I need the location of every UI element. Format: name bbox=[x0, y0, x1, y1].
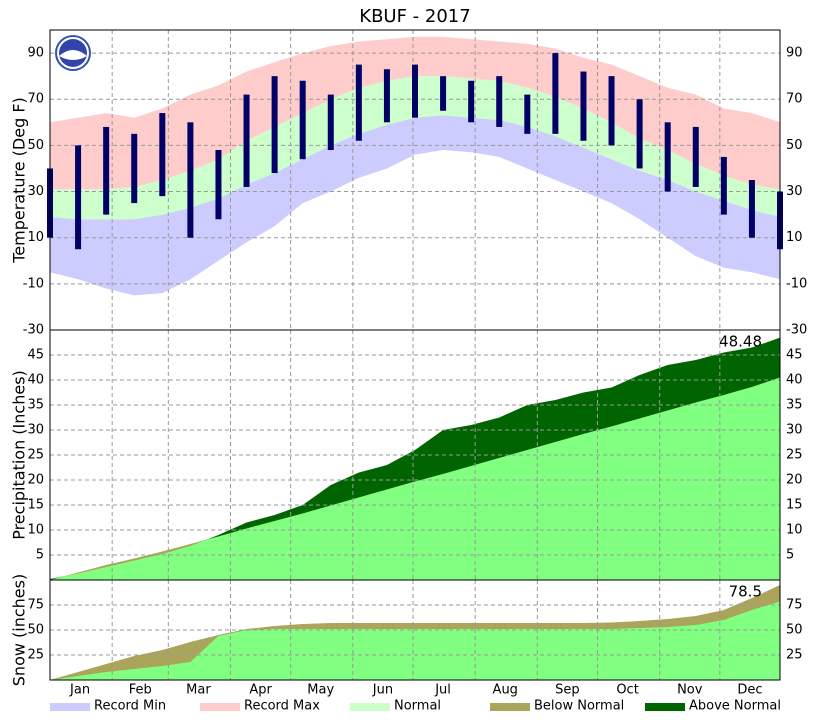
observed-range bbox=[440, 76, 447, 111]
legend-label: Record Max bbox=[244, 699, 320, 714]
x-tick-label: Sep bbox=[555, 683, 580, 698]
x-tick-label: Jun bbox=[372, 683, 393, 698]
observed-range bbox=[580, 71, 587, 141]
x-tick-label: Mar bbox=[186, 683, 211, 698]
y-tick-label: 50 bbox=[786, 623, 803, 638]
legend-swatch bbox=[645, 703, 685, 711]
y-tick-label: 45 bbox=[786, 348, 803, 363]
observed-range bbox=[159, 113, 166, 197]
y-tick-label: 10 bbox=[27, 230, 44, 245]
observed-range bbox=[215, 150, 222, 220]
y-tick-label: 40 bbox=[786, 373, 803, 388]
observed-range bbox=[552, 53, 559, 134]
y-tick-label: 90 bbox=[27, 46, 44, 61]
y-tick-label: 5 bbox=[786, 548, 794, 563]
frame bbox=[49, 29, 781, 681]
y-tick-label: -30 bbox=[23, 323, 44, 338]
observed-range bbox=[468, 80, 475, 123]
y-tick-label: 10 bbox=[27, 523, 44, 538]
x-tick-label: Aug bbox=[493, 683, 518, 698]
y-tick-label: 75 bbox=[786, 598, 803, 613]
y-tick-label: -10 bbox=[786, 276, 807, 291]
noaa-logo bbox=[55, 35, 91, 71]
y-tick-label: 30 bbox=[786, 184, 803, 199]
y-tick-label: 50 bbox=[27, 138, 44, 153]
y-tick-label: 20 bbox=[786, 473, 803, 488]
y-tick-label: 90 bbox=[786, 46, 803, 61]
observed-range bbox=[664, 122, 671, 192]
y-tick-label: -10 bbox=[23, 276, 44, 291]
y-tick-label: 25 bbox=[786, 448, 803, 463]
observed-range bbox=[243, 94, 250, 187]
x-tick-label: Jan bbox=[69, 683, 90, 698]
y-axis-title: Snow (inches) bbox=[10, 574, 29, 686]
y-tick-label: 50 bbox=[786, 138, 803, 153]
y-tick-label: 70 bbox=[786, 92, 803, 107]
y-tick-label: 75 bbox=[27, 598, 44, 613]
y-axis-title: Precipitation (Inches) bbox=[10, 370, 29, 540]
observed-range bbox=[524, 94, 531, 134]
y-tick-label: 35 bbox=[786, 398, 803, 413]
legend-label: Normal bbox=[394, 699, 441, 714]
observed-range bbox=[187, 122, 194, 238]
y-tick-label: 25 bbox=[27, 648, 44, 663]
y-tick-label: 50 bbox=[27, 623, 44, 638]
y-tick-label: 25 bbox=[27, 448, 44, 463]
x-tick-label: Jul bbox=[434, 683, 451, 698]
legend-label: Above Normal bbox=[689, 699, 781, 714]
legend-swatch bbox=[200, 703, 240, 711]
record-min-band bbox=[50, 115, 780, 296]
y-tick-label: 5 bbox=[36, 548, 44, 563]
normal-band bbox=[50, 76, 780, 220]
observed-range bbox=[636, 99, 643, 169]
legend-swatch bbox=[350, 703, 390, 711]
observed-range bbox=[412, 64, 418, 118]
x-tick-label: Nov bbox=[677, 683, 703, 698]
y-tick-label: 45 bbox=[27, 348, 44, 363]
y-tick-label: 20 bbox=[27, 473, 44, 488]
legend-label: Below Normal bbox=[534, 699, 624, 714]
y-tick-label: 15 bbox=[27, 498, 44, 513]
total-label: 48.48 bbox=[719, 333, 762, 351]
y-tick-label: 30 bbox=[27, 184, 44, 199]
y-tick-label: 35 bbox=[27, 398, 44, 413]
observed-range bbox=[131, 133, 138, 204]
observed-range bbox=[355, 64, 362, 141]
observed-range bbox=[720, 156, 727, 215]
x-tick-label: Feb bbox=[129, 683, 152, 698]
observed-range bbox=[608, 76, 615, 146]
total-label: 78.5 bbox=[729, 583, 762, 601]
y-tick-label: 30 bbox=[786, 423, 803, 438]
y-tick-label: 15 bbox=[786, 498, 803, 513]
observed-range bbox=[748, 180, 755, 238]
y-tick-label: 10 bbox=[786, 523, 803, 538]
observed-range bbox=[692, 126, 699, 187]
x-tick-label: Dec bbox=[737, 683, 762, 698]
y-tick-label: -30 bbox=[786, 323, 807, 338]
x-tick-label: Oct bbox=[616, 683, 638, 698]
legend-label: Record Min bbox=[94, 699, 166, 714]
legend-swatch bbox=[490, 703, 530, 711]
observed-range bbox=[271, 76, 278, 174]
observed-range bbox=[75, 145, 82, 250]
legend-swatch bbox=[50, 703, 90, 711]
y-tick-label: 30 bbox=[27, 423, 44, 438]
observed-range bbox=[327, 94, 334, 150]
y-tick-label: 40 bbox=[27, 373, 44, 388]
observed-range bbox=[103, 126, 110, 215]
x-tick-label: May bbox=[307, 683, 334, 698]
y-axis-title: Temperature (Deg F) bbox=[10, 97, 29, 264]
observed-range bbox=[383, 69, 390, 123]
chart-title: KBUF - 2017 bbox=[359, 6, 470, 27]
observed-range bbox=[299, 80, 306, 160]
y-tick-label: 10 bbox=[786, 230, 803, 245]
plots: -30 -30 -10 -10 10 10 30 30 50 50 70 70 90 90 5 5 10 10 15… bbox=[23, 29, 807, 714]
observed-range bbox=[496, 76, 503, 127]
x-tick-label: Apr bbox=[249, 683, 272, 698]
y-tick-label: 70 bbox=[27, 92, 44, 107]
y-tick-label: 25 bbox=[786, 648, 803, 663]
